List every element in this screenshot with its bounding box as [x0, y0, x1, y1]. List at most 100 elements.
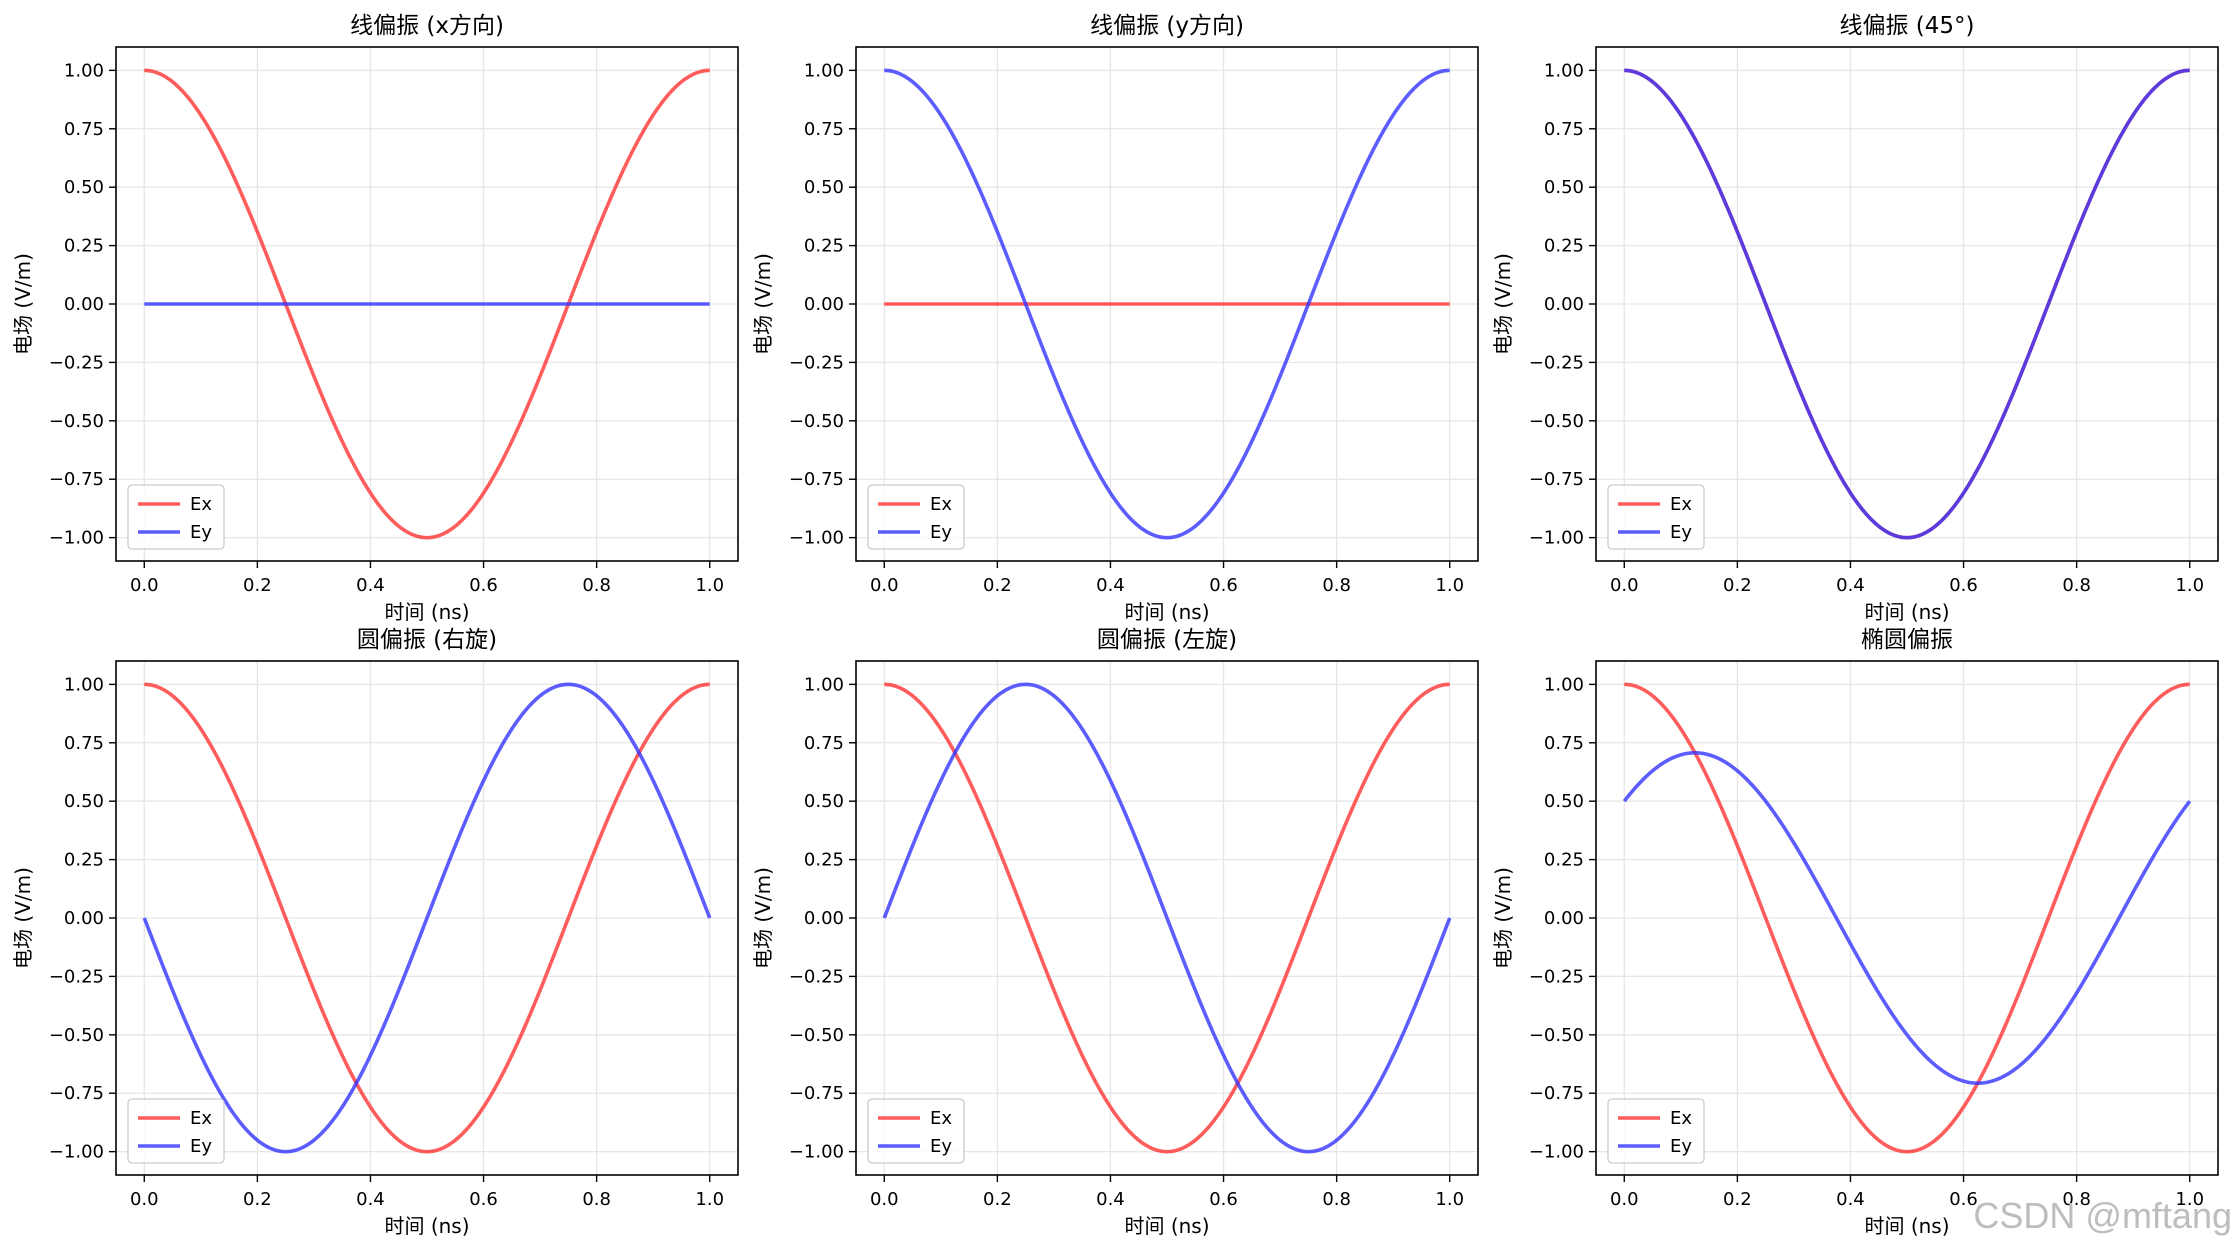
y-axis-label: 电场 (V/m) [11, 867, 35, 969]
x-tick-label: 1.0 [695, 575, 724, 596]
x-axis-label: 时间 (ns) [1864, 1214, 1949, 1238]
chart-title: 线偏振 (45°) [1839, 13, 1974, 39]
y-tick-label: −1.00 [789, 528, 844, 549]
x-axis-label: 时间 (ns) [1864, 600, 1949, 624]
x-tick-label: 0.6 [469, 575, 498, 596]
y-tick-label: −0.25 [789, 966, 844, 987]
y-tick-label: 0.50 [64, 791, 104, 812]
y-tick-label: 0.00 [64, 908, 104, 929]
x-tick-label: 0.6 [1209, 575, 1238, 596]
y-tick-label: 0.75 [64, 733, 104, 754]
y-tick-label: −0.75 [1529, 1083, 1584, 1104]
subplot-2: 0.0 0.2 0.4 0.6 0.8 1.0 1.00 0.75 0.50 0.25 0.00 −0… [751, 13, 1479, 624]
y-tick-label: −0.50 [789, 411, 844, 432]
x-tick-label: 0.4 [1096, 575, 1125, 596]
series-line-ey [882, 682, 1452, 1154]
y-tick-label: 0.25 [804, 236, 844, 257]
y-tick-label: 0.25 [804, 850, 844, 871]
y-tick-label: −0.75 [49, 1083, 104, 1104]
y-tick-label: −1.00 [1529, 528, 1584, 549]
x-tick-label: 0.8 [2062, 1189, 2091, 1210]
x-tick-label: 0.2 [243, 575, 272, 596]
y-tick-label: 0.00 [1544, 908, 1584, 929]
series-line-ey [1624, 68, 2190, 540]
x-tick-label: 1.0 [2175, 575, 2204, 596]
y-tick-label: −0.75 [789, 469, 844, 490]
y-tick-label: 0.25 [1544, 850, 1584, 871]
y-tick-label: −0.75 [789, 1083, 844, 1104]
legend-label-ex: Ex [1670, 1108, 1692, 1129]
subplot-6: 0.0 0.2 0.4 0.6 0.8 1.0 1.00 0.75 0.50 0.25 0.00 −0… [1491, 627, 2219, 1238]
subplot-4: 0.0 0.2 0.4 0.6 0.8 1.0 1.00 0.75 0.50 0.25 0.00 −0… [11, 627, 739, 1238]
y-tick-label: 0.00 [1544, 294, 1584, 315]
subplot-5: 0.0 0.2 0.4 0.6 0.8 1.0 1.00 0.75 0.50 0.25 0.00 −0… [751, 627, 1479, 1238]
chart-title: 椭圆偏振 [1861, 627, 1953, 653]
y-axis-label: 电场 (V/m) [751, 253, 775, 355]
legend-label-ey: Ey [190, 1136, 212, 1157]
y-tick-label: 1.00 [64, 60, 104, 81]
series-line-ex [1624, 682, 2190, 1154]
x-tick-label: 0.0 [1610, 1189, 1639, 1210]
subplot-3: 0.0 0.2 0.4 0.6 0.8 1.0 1.00 0.75 0.50 0.25 0.00 −0… [1491, 13, 2219, 624]
x-tick-label: 0.2 [983, 575, 1012, 596]
x-tick-label: 1.0 [1435, 1189, 1464, 1210]
x-tick-label: 0.8 [1322, 575, 1351, 596]
legend: Ex Ey [867, 1098, 965, 1164]
y-tick-label: 0.25 [1544, 236, 1584, 257]
y-tick-label: −0.25 [1529, 966, 1584, 987]
legend: Ex Ey [867, 484, 965, 550]
legend-label-ey: Ey [1670, 522, 1692, 543]
legend-label-ex: Ex [1670, 494, 1692, 515]
series-line-ey [884, 68, 1450, 540]
y-tick-label: −0.50 [49, 411, 104, 432]
series-line-ex [144, 68, 710, 540]
x-tick-label: 0.2 [983, 1189, 1012, 1210]
legend: Ex Ey [127, 1098, 225, 1164]
y-tick-label: 1.00 [1544, 60, 1584, 81]
subplot-grid: 0.0 0.2 0.4 0.6 0.8 1.0 1.00 0.75 0.50 0.25 0.00 −0… [11, 13, 2219, 1238]
y-tick-label: −0.50 [49, 1025, 104, 1046]
x-tick-label: 0.6 [469, 1189, 498, 1210]
series-line-ex [144, 682, 710, 1154]
y-tick-label: 0.25 [64, 236, 104, 257]
y-tick-label: 1.00 [804, 674, 844, 695]
x-tick-label: 0.6 [1209, 1189, 1238, 1210]
legend-label-ex: Ex [930, 1108, 952, 1129]
x-tick-label: 0.0 [1610, 575, 1639, 596]
y-tick-label: 0.75 [804, 733, 844, 754]
x-tick-label: 1.0 [2175, 1189, 2204, 1210]
x-tick-label: 0.0 [870, 1189, 899, 1210]
y-tick-label: 0.75 [1544, 733, 1584, 754]
y-tick-label: −0.50 [1529, 411, 1584, 432]
x-tick-label: 0.4 [1096, 1189, 1125, 1210]
y-tick-label: 0.00 [64, 294, 104, 315]
legend-label-ey: Ey [190, 522, 212, 543]
legend-label-ex: Ex [190, 494, 212, 515]
series-line-ey [142, 682, 712, 1154]
chart-title: 圆偏振 (右旋) [357, 627, 497, 653]
x-tick-label: 0.8 [582, 1189, 611, 1210]
legend-label-ex: Ex [190, 1108, 212, 1129]
legend-label-ex: Ex [930, 494, 952, 515]
x-axis-label: 时间 (ns) [384, 1214, 469, 1238]
grid [1596, 661, 2218, 1175]
y-tick-label: −0.50 [789, 1025, 844, 1046]
x-axis-label: 时间 (ns) [1124, 600, 1209, 624]
y-tick-label: 0.75 [1544, 119, 1584, 140]
x-axis-label: 时间 (ns) [1124, 1214, 1209, 1238]
legend-label-ey: Ey [930, 1136, 952, 1157]
y-tick-label: −0.50 [1529, 1025, 1584, 1046]
x-tick-label: 0.8 [582, 575, 611, 596]
y-tick-label: 0.25 [64, 850, 104, 871]
legend: Ex Ey [1607, 1098, 1705, 1164]
legend: Ex Ey [1607, 484, 1705, 550]
x-tick-label: 0.6 [1949, 575, 1978, 596]
y-tick-label: −1.00 [49, 528, 104, 549]
x-tick-label: 0.8 [2062, 575, 2091, 596]
y-tick-label: 0.00 [804, 294, 844, 315]
x-tick-label: 0.8 [1322, 1189, 1351, 1210]
y-tick-label: 1.00 [1544, 674, 1584, 695]
subplot-1: 0.0 0.2 0.4 0.6 0.8 1.0 1.00 0.75 0.50 0.25 0.00 −0… [11, 13, 739, 624]
y-axis-label: 电场 (V/m) [751, 867, 775, 969]
x-tick-label: 0.4 [356, 575, 385, 596]
